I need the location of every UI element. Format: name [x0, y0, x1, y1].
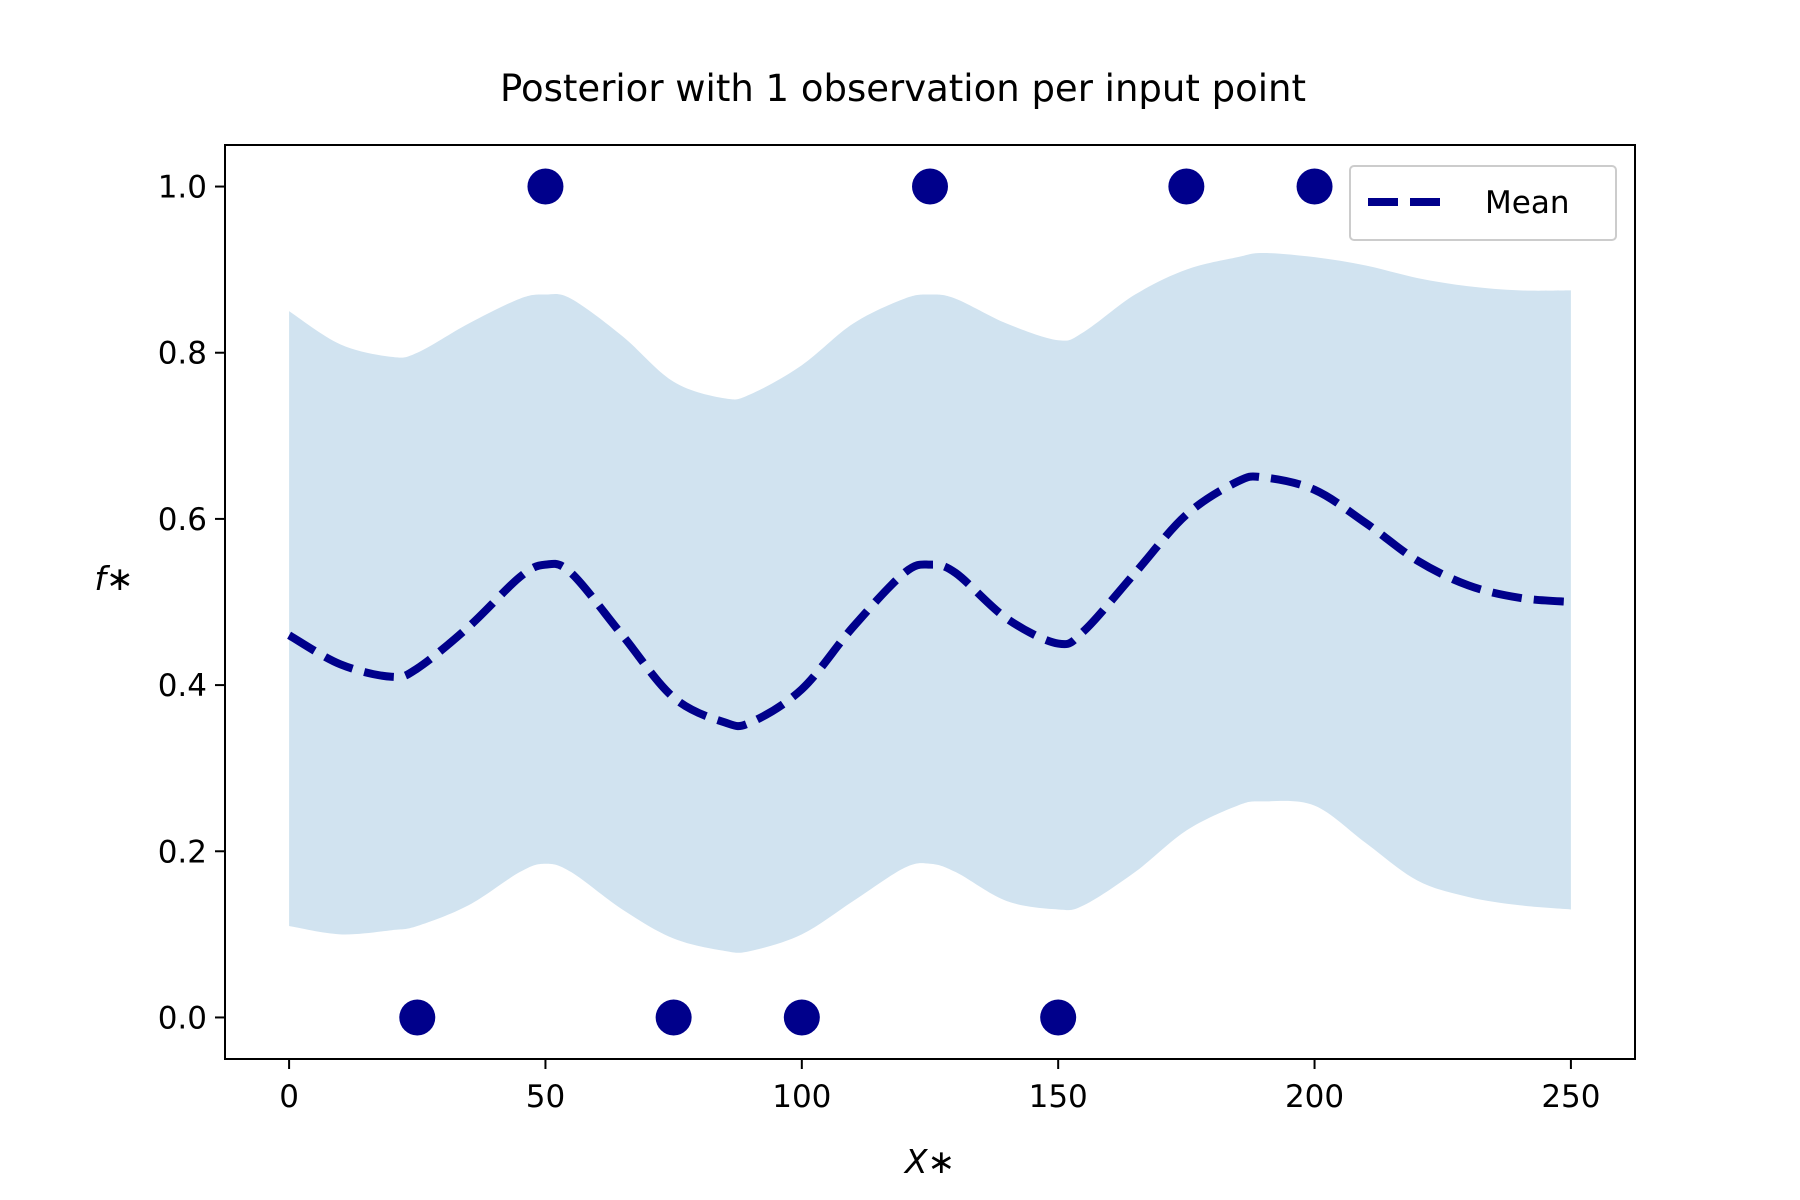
- x-tick-label: 100: [772, 1079, 831, 1115]
- x-tick-label: 250: [1541, 1079, 1600, 1115]
- observation-point: [655, 999, 692, 1036]
- y-tick-label: 0.2: [158, 834, 207, 870]
- chart-title: Posterior with 1 observation per input p…: [500, 67, 1306, 110]
- plot-area: [287, 168, 1572, 1036]
- y-tick-label: 1.0: [158, 170, 207, 206]
- x-tick-label: 50: [526, 1079, 565, 1115]
- x-tick-label: 0: [279, 1079, 299, 1115]
- legend-mean-label: Mean: [1485, 185, 1569, 221]
- observation-point: [783, 999, 820, 1036]
- axes-frame: [224, 144, 1636, 1060]
- x-axis-label: X∗: [903, 1142, 955, 1181]
- observation-point: [1040, 999, 1077, 1036]
- x-axis-ticks: 0 50 100 150 200 250: [279, 1059, 1600, 1115]
- y-tick-label: 0.0: [158, 1000, 207, 1036]
- y-tick-label: 0.8: [158, 336, 207, 372]
- mean-line: [287, 472, 1572, 731]
- observation-point: [912, 168, 948, 205]
- y-tick-label: 0.4: [158, 668, 207, 704]
- y-tick-label: 0.6: [158, 502, 207, 538]
- y-axis-label: f∗: [94, 559, 133, 598]
- observation-point: [1168, 168, 1205, 205]
- legend: Mean: [1349, 165, 1617, 241]
- x-tick-label: 150: [1029, 1079, 1088, 1115]
- observation-point: [399, 999, 436, 1036]
- observation-point: [527, 168, 564, 205]
- observation-points: [399, 168, 1333, 1036]
- y-axis-ticks: 0.0 0.2 0.4 0.6 0.8 1.0: [158, 170, 225, 1036]
- legend-box: [1349, 165, 1617, 241]
- observation-point: [1296, 168, 1333, 205]
- confidence-band: [289, 253, 1571, 953]
- x-tick-label: 200: [1285, 1079, 1344, 1115]
